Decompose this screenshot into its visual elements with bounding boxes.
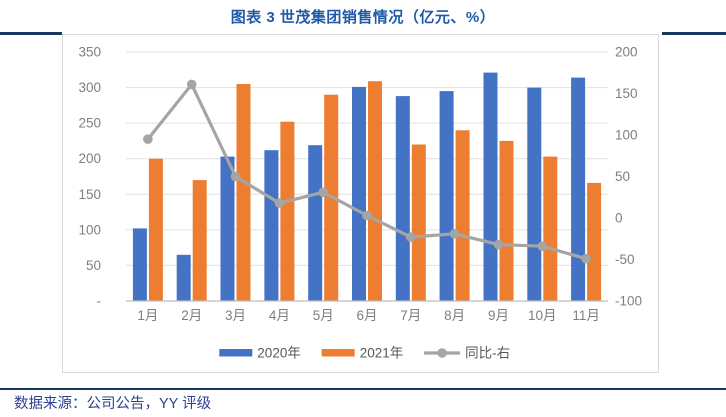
data-source: 数据来源：公司公告，YY 评级 (14, 396, 212, 412)
sales-chart-svg: 350 300 250 200 150 100 50 - 200 150 100 50 0 -50 -100… (78, 45, 642, 361)
bar (439, 91, 454, 301)
right-tick-label: 100 (615, 128, 638, 143)
right-tick-label: -50 (615, 252, 635, 267)
x-tick-label: 6月 (356, 308, 377, 323)
line-marker (581, 253, 591, 264)
right-tick-label: 0 (615, 211, 623, 226)
x-axis-labels: 1月 2月 3月 4月 5月 6月 7月 8月 9月 10月 11月 (137, 308, 599, 323)
bar (352, 86, 366, 302)
legend-item-0: 2020年 (219, 346, 301, 361)
bar (455, 130, 470, 301)
left-tick-label: 50 (86, 258, 101, 273)
bar (527, 87, 542, 301)
x-tick-label: 3月 (225, 308, 246, 323)
bar (220, 156, 235, 301)
bar (280, 121, 295, 301)
bar (368, 81, 382, 301)
bar (148, 158, 163, 301)
legend-swatch (321, 349, 355, 357)
left-tick-label: 100 (78, 222, 101, 237)
legend: 2020年 2021年 同比-右 (219, 346, 510, 361)
bar (483, 72, 498, 301)
line-marker (186, 79, 197, 90)
bar-series-1 (148, 81, 602, 301)
x-tick-label: 1月 (137, 308, 158, 323)
x-tick-label: 7月 (400, 308, 421, 323)
right-tick-label: -100 (615, 294, 642, 309)
line-marker (143, 134, 153, 144)
legend-label: 2020年 (257, 346, 301, 361)
chart-area: 350 300 250 200 150 100 50 - 200 150 100 50 0 -50 -100… (62, 34, 659, 373)
bar (308, 145, 323, 301)
left-axis-labels: 350 300 250 200 150 100 50 - (78, 45, 101, 309)
figure-title: 图表 3 世茂集团销售情况（亿元、%） (230, 9, 496, 26)
bar (236, 84, 251, 301)
right-tick-label: 150 (615, 86, 638, 101)
bar (192, 180, 207, 301)
left-tick-label: - (97, 294, 102, 309)
bar (411, 144, 426, 301)
legend-item-2: 同比-右 (424, 346, 510, 361)
right-tick-label: 50 (615, 169, 630, 184)
left-tick-label: 250 (78, 116, 101, 131)
bar (395, 96, 410, 301)
x-tick-label: 10月 (528, 308, 557, 323)
bar (132, 228, 147, 301)
line-series-yoy (143, 79, 591, 264)
right-tick-label: 200 (615, 45, 638, 60)
right-axis-labels: 200 150 100 50 0 -50 -100 (615, 45, 642, 309)
x-tick-label: 11月 (572, 308, 600, 323)
left-tick-label: 300 (78, 80, 101, 95)
bar (571, 77, 586, 301)
line-marker (537, 241, 548, 251)
x-tick-label: 8月 (444, 308, 465, 323)
x-tick-label: 5月 (313, 308, 334, 323)
line-marker (230, 171, 241, 182)
legend-label: 2021年 (360, 346, 404, 361)
line-marker (362, 210, 372, 221)
x-tick-label: 4月 (269, 308, 290, 323)
x-tick-label: 9月 (488, 308, 509, 323)
left-tick-label: 150 (78, 187, 101, 202)
bar (499, 140, 514, 301)
bar (587, 182, 602, 301)
line-marker (493, 239, 504, 250)
legend-item-1: 2021年 (321, 346, 404, 361)
bar (176, 254, 191, 301)
left-tick-label: 200 (78, 151, 101, 166)
line-marker (449, 229, 460, 239)
line-marker (318, 187, 328, 198)
footer-rule (0, 388, 726, 390)
line-marker (274, 198, 285, 208)
bar (264, 150, 279, 301)
legend-label: 同比-右 (465, 346, 510, 361)
line-marker (406, 232, 416, 242)
left-tick-label: 350 (78, 45, 101, 60)
legend-swatch (219, 349, 253, 357)
bar (543, 156, 558, 301)
title-rule-left (0, 32, 62, 35)
x-tick-label: 2月 (181, 308, 202, 323)
title-rule-right (662, 32, 726, 35)
legend-marker (437, 348, 447, 358)
